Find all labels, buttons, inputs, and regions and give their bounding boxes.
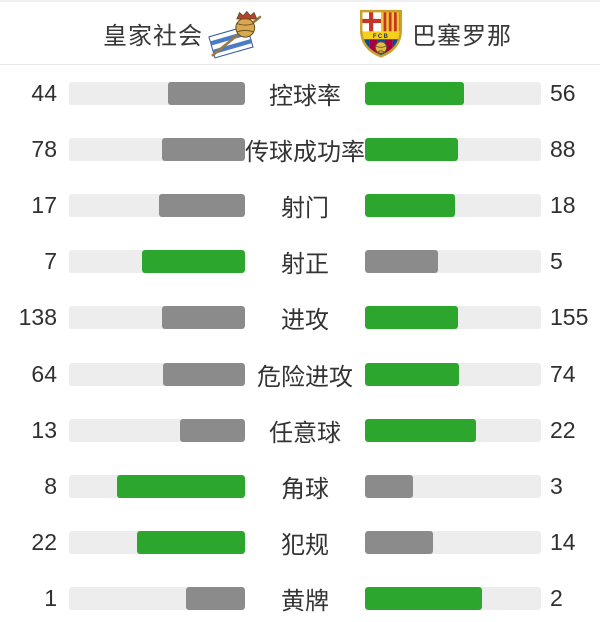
home-bar-fill [117, 474, 245, 498]
away-bar-fill [365, 418, 476, 442]
stat-label: 任意球 [269, 419, 341, 447]
stat-label: 角球 [281, 475, 329, 503]
home-bar [69, 81, 245, 105]
home-value: 138 [18, 304, 57, 331]
home-value: 17 [31, 191, 57, 218]
away-bar [365, 306, 541, 330]
stat-row: 44 控球率 56 [0, 65, 600, 121]
home-team-name: 皇家社会 [103, 23, 203, 50]
match-header: 皇家社会 [0, 2, 600, 65]
stat-label: 射正 [281, 251, 329, 279]
away-value: 155 [550, 304, 589, 331]
home-bar-fill [162, 137, 245, 161]
away-team-name: 巴塞罗那 [412, 23, 512, 50]
stat-label: 进攻 [281, 307, 329, 335]
home-value: 64 [31, 360, 57, 387]
away-value: 5 [550, 248, 563, 275]
stat-label: 传球成功率 [245, 138, 365, 166]
away-value: 22 [550, 416, 576, 443]
stat-label: 黄牌 [281, 588, 329, 616]
home-bar [69, 137, 245, 161]
home-bar-fill [137, 531, 245, 555]
away-bar [365, 81, 541, 105]
home-bar [69, 306, 245, 330]
stat-row: 13 任意球 22 [0, 402, 600, 458]
away-value: 56 [550, 79, 576, 106]
team-home[interactable]: 皇家社会 [103, 2, 271, 65]
away-bar [365, 193, 541, 217]
home-value: 1 [44, 585, 57, 612]
away-bar [365, 587, 541, 611]
home-value: 8 [44, 472, 57, 499]
away-value: 18 [550, 191, 576, 218]
home-value: 22 [31, 529, 57, 556]
home-bar [69, 418, 245, 442]
home-bar [69, 587, 245, 611]
home-bar-fill [159, 193, 245, 217]
stat-row: 22 犯规 14 [0, 515, 600, 571]
real-sociedad-crest-icon [207, 9, 271, 59]
stat-row: 78 传球成功率 88 [0, 121, 600, 177]
stat-row: 138 进攻 155 [0, 290, 600, 346]
away-bar-fill [365, 531, 434, 555]
away-bar-fill [365, 193, 456, 217]
home-value: 44 [31, 79, 57, 106]
away-bar [365, 137, 541, 161]
stat-row: 1 黄牌 2 [0, 571, 600, 622]
home-bar [69, 250, 245, 274]
stat-row: 17 射门 18 [0, 177, 600, 233]
away-bar [365, 418, 541, 442]
fc-barcelona-crest-icon: FCB [358, 9, 404, 59]
stat-row: 8 角球 3 [0, 458, 600, 514]
stat-label: 射门 [281, 194, 329, 222]
away-value: 74 [550, 360, 576, 387]
away-value: 3 [550, 472, 563, 499]
away-bar [365, 250, 541, 274]
away-bar-fill [365, 137, 459, 161]
away-value: 88 [550, 135, 576, 162]
home-value: 13 [31, 416, 57, 443]
stat-label: 犯规 [281, 532, 329, 560]
home-bar-fill [179, 418, 245, 442]
away-bar [365, 531, 541, 555]
home-bar [69, 193, 245, 217]
stat-label: 控球率 [269, 82, 341, 110]
away-bar-fill [365, 587, 483, 611]
stats-list: 44 控球率 56 78 传球成功率 88 17 射门 18 7 [0, 65, 600, 622]
svg-text:FCB: FCB [373, 33, 389, 39]
home-bar-fill [167, 81, 245, 105]
home-value: 7 [44, 248, 57, 275]
away-bar [365, 474, 541, 498]
stat-row: 64 危险进攻 74 [0, 346, 600, 402]
home-bar [69, 531, 245, 555]
away-bar [365, 362, 541, 386]
away-bar-fill [365, 362, 460, 386]
away-bar-fill [365, 81, 464, 105]
home-value: 78 [31, 135, 57, 162]
away-bar-fill [365, 250, 439, 274]
home-bar-fill [163, 362, 245, 386]
away-bar-fill [365, 474, 414, 498]
away-bar-fill [365, 306, 459, 330]
home-bar [69, 474, 245, 498]
stat-row: 7 射正 5 [0, 234, 600, 290]
away-value: 2 [550, 585, 563, 612]
stat-label: 危险进攻 [257, 363, 353, 391]
team-away[interactable]: FCB 巴塞罗那 [358, 2, 512, 65]
home-bar-fill [162, 306, 245, 330]
away-value: 14 [550, 529, 576, 556]
home-bar-fill [186, 587, 245, 611]
home-bar [69, 362, 245, 386]
home-bar-fill [142, 250, 245, 274]
